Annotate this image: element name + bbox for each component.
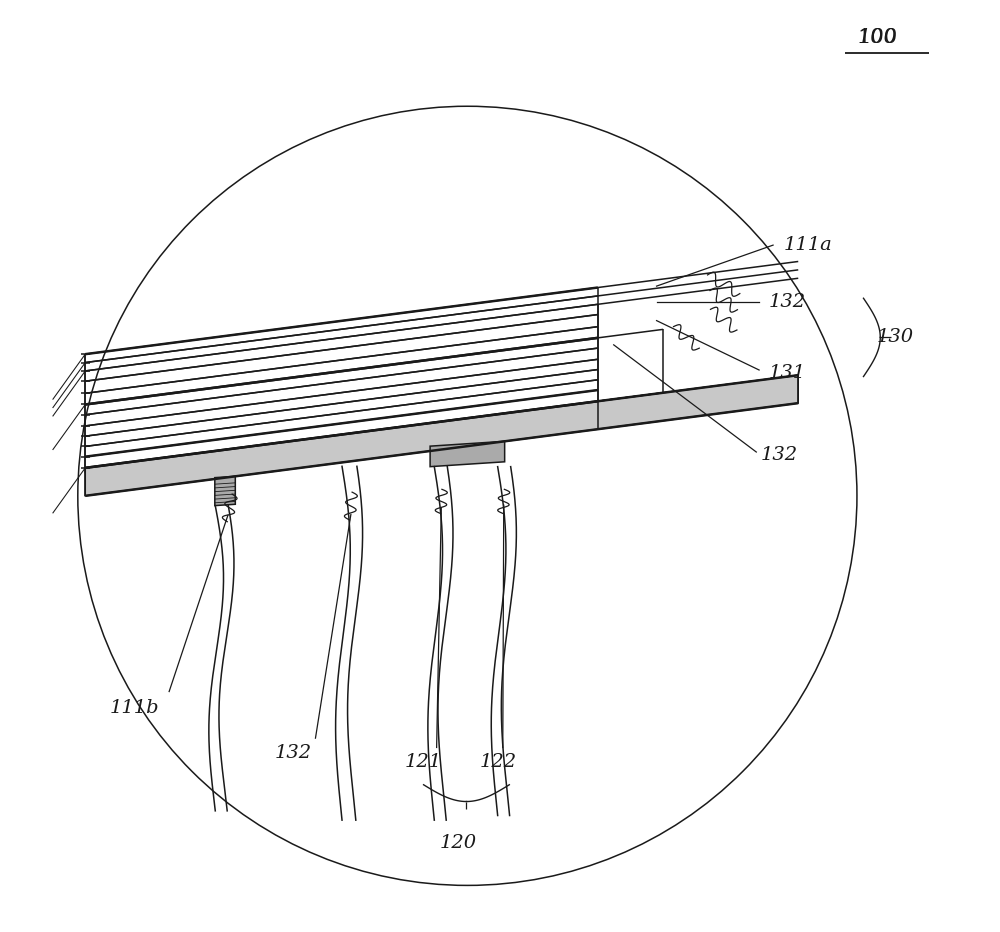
Polygon shape	[215, 476, 235, 505]
Text: 100: 100	[858, 28, 897, 47]
Text: 111a: 111a	[783, 236, 832, 254]
Text: 100: 100	[857, 28, 898, 47]
Polygon shape	[85, 376, 798, 473]
Text: 132: 132	[275, 744, 312, 762]
Text: 120: 120	[439, 834, 477, 853]
Text: 132: 132	[761, 445, 798, 464]
Polygon shape	[430, 442, 505, 467]
Text: 111b: 111b	[110, 699, 159, 718]
Text: 132: 132	[768, 293, 806, 311]
Polygon shape	[85, 376, 798, 496]
Text: 130: 130	[877, 328, 914, 347]
Text: 121: 121	[405, 753, 442, 772]
Text: 122: 122	[480, 753, 517, 772]
Text: 131: 131	[768, 363, 806, 382]
